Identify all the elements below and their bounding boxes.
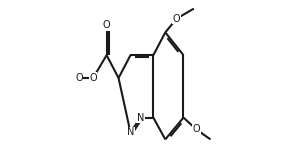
Text: O: O <box>75 73 83 83</box>
Text: O: O <box>103 21 110 31</box>
Text: O: O <box>89 73 97 83</box>
Text: N: N <box>137 113 144 123</box>
Text: N: N <box>127 127 134 137</box>
Text: O: O <box>173 14 181 24</box>
Text: O: O <box>193 124 200 135</box>
